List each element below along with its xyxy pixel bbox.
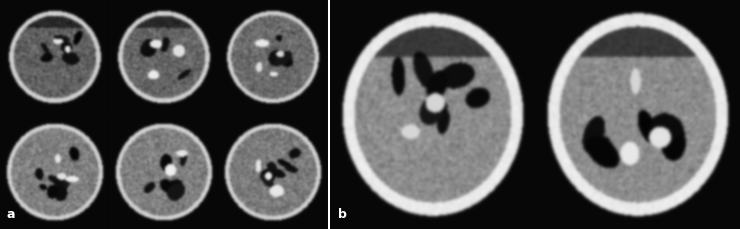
- Text: a: a: [7, 207, 15, 220]
- Text: b: b: [338, 207, 347, 220]
